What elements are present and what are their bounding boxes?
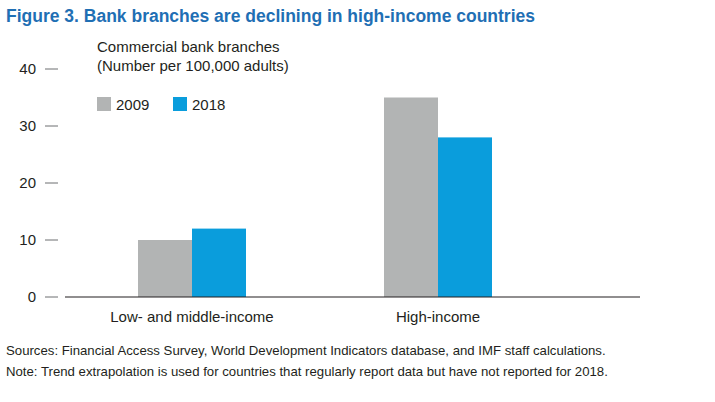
bar	[138, 240, 192, 297]
tick-label: 0	[28, 288, 36, 305]
chart-svg: Figure 3. Bank branches are declining in…	[0, 0, 715, 402]
note: Sources: Financial Access Survey, World …	[6, 343, 606, 358]
bars	[138, 98, 492, 298]
axis-label: Commercial bank branches	[97, 38, 280, 55]
category-label: High-income	[396, 308, 480, 325]
category-label: Low- and middle-income	[110, 308, 273, 325]
x-axis-line	[65, 296, 640, 297]
bar	[438, 137, 492, 297]
tick-mark	[45, 126, 58, 127]
note: Note: Trend extrapolation is used for co…	[6, 364, 608, 379]
tick-label: 30	[19, 117, 36, 134]
title: Figure 3. Bank branches are declining in…	[6, 6, 535, 26]
legend-label: 2009	[116, 96, 149, 113]
legend-label: 2018	[192, 96, 225, 113]
bar	[192, 229, 246, 297]
axis-label: (Number per 100,000 adults)	[97, 57, 289, 74]
bar	[384, 98, 438, 298]
tick-mark	[45, 69, 58, 70]
legend-swatch	[173, 97, 187, 111]
tick-mark	[45, 183, 58, 184]
tick-label: 10	[19, 231, 36, 248]
chart-container: Figure 3. Bank branches are declining in…	[0, 0, 715, 402]
tick-label: 40	[19, 60, 36, 77]
legend-swatch	[97, 97, 111, 111]
tick-label: 20	[19, 174, 36, 191]
tick-mark	[45, 297, 58, 298]
tick-mark	[45, 240, 58, 241]
